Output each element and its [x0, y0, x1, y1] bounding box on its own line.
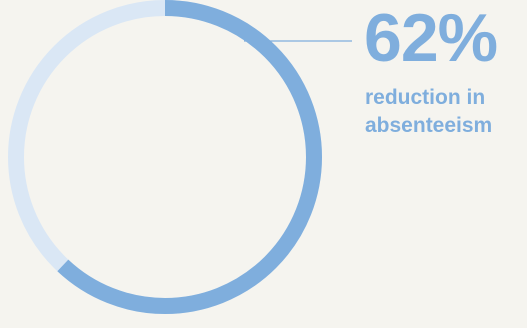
stat-value: 62%	[364, 0, 498, 76]
stat-description: reduction in absenteeism	[365, 86, 493, 137]
donut-filled-segment	[8, 0, 322, 314]
